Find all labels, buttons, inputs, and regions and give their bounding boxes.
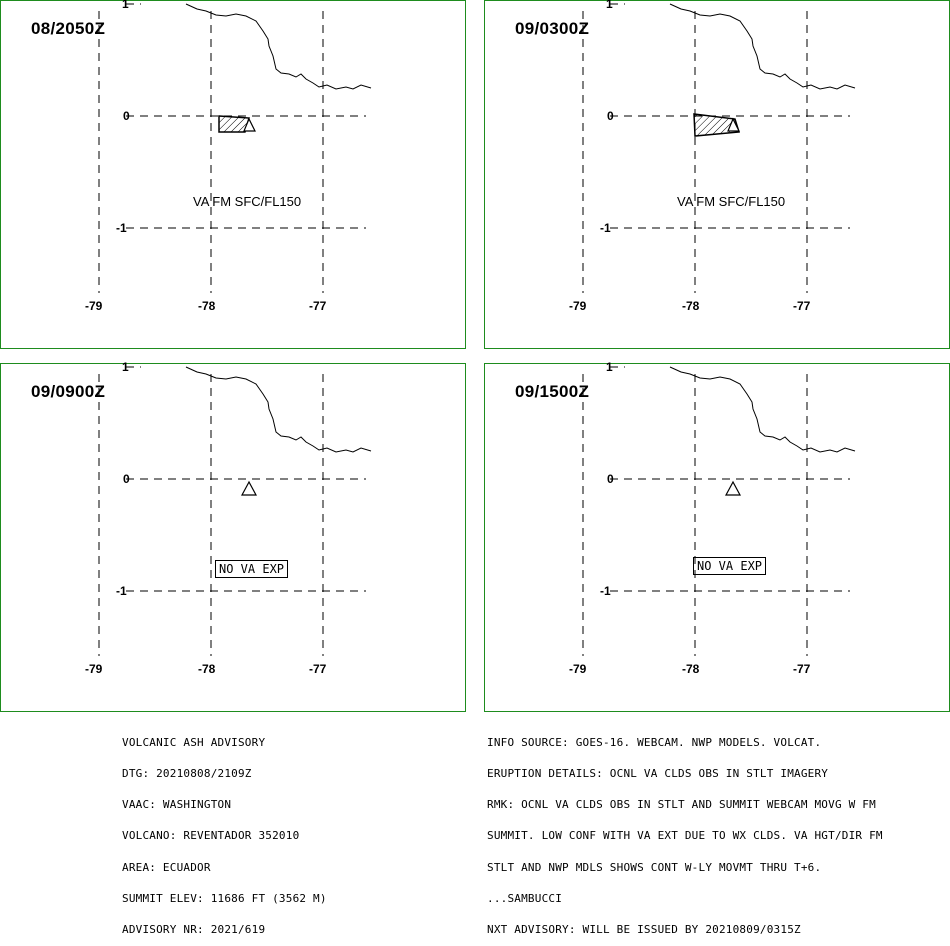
- lon-label: -77: [793, 299, 811, 313]
- graticule: [98, 366, 366, 656]
- panel-time-title: 09/0900Z: [31, 382, 106, 401]
- coastline: [185, 366, 372, 453]
- advisory-line: SUMMIT ELEV: 11686 FT (3562 M): [122, 891, 327, 905]
- advisory-line: ...SAMBUCCI: [487, 891, 563, 905]
- lat-label: 1: [606, 360, 613, 374]
- lat-label: 1: [606, 0, 613, 11]
- lon-label: -79: [85, 299, 103, 313]
- lat-label: 0: [607, 109, 614, 123]
- volcano-triangle-icon: [724, 480, 742, 496]
- advisory-line: RMK: OCNL VA CLDS OBS IN STLT AND SUMMIT…: [487, 798, 876, 812]
- lon-label: -77: [793, 662, 811, 676]
- lon-label: -79: [569, 662, 587, 676]
- forecast-panel-3: 09/0900Z 1 0 -1 -79 -78 -77 NO VA EXP: [0, 360, 466, 712]
- lon-label: -78: [198, 299, 216, 313]
- advisory-line: DTG: 20210808/2109Z: [122, 767, 252, 781]
- graticule: [582, 3, 850, 293]
- lon-label: -79: [85, 662, 103, 676]
- lat-label: -1: [116, 584, 127, 598]
- graticule: [582, 366, 850, 656]
- lat-label: -1: [600, 584, 611, 598]
- lon-label: -77: [309, 299, 327, 313]
- lon-label: -78: [682, 299, 700, 313]
- panel-time-title: 09/0300Z: [515, 19, 590, 38]
- map-graphic: [98, 366, 372, 656]
- advisory-line: VOLCANO: REVENTADOR 352010: [122, 829, 300, 843]
- forecast-panel-2: 09/0300Z 1 0 -1 -79 -78 -77 VA FM SFC/FL…: [484, 0, 950, 349]
- va-height-label: VA FM SFC/FL150: [677, 194, 786, 209]
- lat-label: 0: [123, 472, 130, 486]
- forecast-panel-1: 08/2050Z 1 0 -1 -79 -78 -77 VA FM SFC/FL…: [0, 0, 466, 349]
- no-va-expected-box: NO VA EXP: [215, 560, 289, 578]
- lon-label: -78: [198, 662, 216, 676]
- panel-time-title: 08/2050Z: [31, 19, 106, 38]
- volcano-triangle-icon: [240, 480, 258, 496]
- map-graphic: [582, 366, 856, 656]
- advisory-line: VAAC: WASHINGTON: [122, 798, 232, 812]
- lon-label: -79: [569, 299, 587, 313]
- ash-polygon: [218, 115, 250, 133]
- va-height-label: VA FM SFC/FL150: [193, 194, 302, 209]
- map-graphic: [98, 3, 372, 293]
- advisory-line: NXT ADVISORY: WILL BE ISSUED BY 20210809…: [487, 923, 801, 937]
- coastline: [669, 3, 856, 90]
- advisory-details-text: INFO SOURCE: GOES-16. WEBCAM. NWP MODELS…: [487, 717, 883, 946]
- advisory-line: VOLCANIC ASH ADVISORY: [122, 735, 266, 749]
- no-va-expected-box: NO VA EXP: [693, 557, 767, 575]
- coastline: [669, 366, 856, 453]
- advisory-line: ERUPTION DETAILS: OCNL VA CLDS OBS IN ST…: [487, 767, 829, 781]
- advisory-header-text: VOLCANIC ASH ADVISORY DTG: 20210808/2109…: [122, 717, 327, 946]
- lat-label: 0: [123, 109, 130, 123]
- volcano-triangle-icon: [727, 117, 740, 132]
- lat-label: 0: [607, 472, 614, 486]
- advisory-line: STLT AND NWP MDLS SHOWS CONT W-LY MOVMT …: [487, 860, 822, 874]
- map-graphic: [582, 3, 856, 293]
- lon-label: -77: [309, 662, 327, 676]
- panel-time-title: 09/1500Z: [515, 382, 590, 401]
- advisory-line: AREA: ECUADOR: [122, 860, 211, 874]
- volcano-triangle-icon: [243, 117, 256, 132]
- advisory-line: ADVISORY NR: 2021/619: [122, 923, 266, 937]
- advisory-line: SUMMIT. LOW CONF WITH VA EXT DUE TO WX C…: [487, 829, 883, 843]
- lat-label: 1: [122, 360, 129, 374]
- graticule: [98, 3, 366, 293]
- forecast-panel-4: 09/1500Z 1 0 -1 -79 -78 -77 NO VA EXP: [484, 360, 950, 712]
- lat-label: -1: [116, 221, 127, 235]
- lat-label: -1: [600, 221, 611, 235]
- lon-label: -78: [682, 662, 700, 676]
- advisory-line: INFO SOURCE: GOES-16. WEBCAM. NWP MODELS…: [487, 735, 822, 749]
- lat-label: 1: [122, 0, 129, 11]
- coastline: [185, 3, 372, 90]
